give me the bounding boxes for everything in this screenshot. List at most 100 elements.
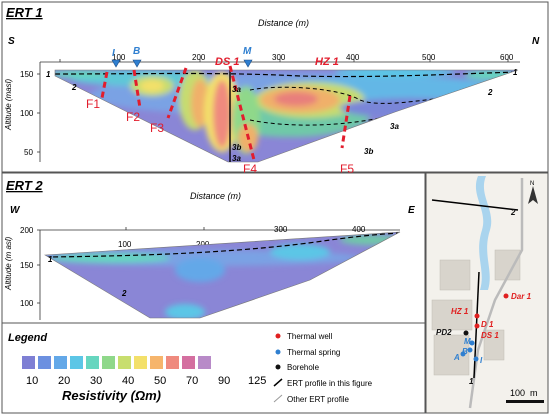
legend-tick-label: 70: [186, 375, 198, 387]
scale-unit: m: [530, 388, 538, 398]
ert1-fault-lines: [100, 65, 352, 161]
legend-panel: Legend 10 20 30 40 50 70 90 125 Resistivity (Ωm…: [1, 322, 426, 414]
ert2-title: ERT 2: [6, 178, 43, 193]
map-ert2-profile: [431, 199, 519, 211]
ert2-altitude-label: Altitude (m asl): [4, 236, 13, 291]
ert1-spring-markers: [111, 59, 253, 68]
ert2-ytick: 100: [20, 299, 34, 308]
legend-title: Legend: [8, 332, 47, 344]
ert1-xtick: 500: [422, 53, 436, 62]
legend-axis-title: Resistivity (Ωm): [62, 388, 161, 403]
ert1-unit-label: 3a: [390, 122, 399, 131]
ert1-marker-label: M: [243, 46, 252, 57]
ert1-section-outline: [54, 69, 519, 163]
ert1-ytick: 50: [24, 148, 33, 157]
ert2-dir-right: E: [408, 205, 415, 216]
thermal-well-symbol: [275, 333, 281, 339]
legend-swatch: [182, 356, 195, 369]
north-label: N: [530, 181, 534, 187]
map-legend-item: Borehole: [287, 363, 320, 372]
ert1-unit-label: 1: [46, 70, 51, 79]
scale-bar: [506, 400, 544, 403]
borehole-symbol: [275, 364, 281, 370]
ert1-unit-label: 3a: [232, 154, 241, 163]
ert2-xtick: 300: [274, 225, 288, 234]
ert2-ytick: 150: [20, 261, 34, 270]
legend-tick-label: 50: [154, 375, 166, 387]
ert1-altitude-label: Altitude (masl): [4, 79, 13, 131]
ert1-unit-label: 2: [71, 83, 77, 92]
map-label: DS 1: [481, 331, 499, 340]
location-map: Dar 1 HZ 1 D 1 DS 1 PD2 M B A I 1 2 N 10…: [425, 172, 549, 414]
ert1-panel: ERT 1 Distance (m) S N Altitude (masl) 1…: [1, 1, 549, 176]
scale-label: 100: [510, 388, 525, 398]
legend-tick-label: 30: [90, 375, 102, 387]
map-thermal-well: [474, 313, 480, 319]
ert1-axes: [37, 59, 520, 162]
map-label: D 1: [481, 320, 494, 329]
north-arrow-icon: [528, 186, 538, 204]
ert1-xtick: 200: [192, 53, 206, 62]
map-label: B: [462, 347, 468, 356]
ert1-unit-label: 3b: [232, 143, 241, 152]
ert1-dir-left: S: [8, 36, 15, 47]
map-legend-item: Thermal spring: [287, 348, 340, 357]
map-thermal-spring: [469, 340, 475, 346]
ert1-ytick: 100: [20, 109, 34, 118]
ert1-marker-label: I: [112, 48, 115, 59]
map-legend: Thermal well Thermal spring Borehole ERT…: [273, 332, 373, 404]
legend-swatch: [22, 356, 35, 369]
ert2-dir-left: W: [10, 205, 21, 216]
ert2-axes: [37, 227, 400, 320]
legend-swatch: [102, 356, 115, 369]
legend-swatch: [70, 356, 83, 369]
legend-tick-label: 40: [122, 375, 134, 387]
ert1-title: ERT 1: [6, 5, 43, 20]
map-thermal-well: [474, 323, 480, 329]
map-thermal-well: [503, 293, 509, 299]
ert1-xtick: 400: [346, 53, 360, 62]
ert1-unit-label: 1: [513, 68, 518, 77]
map-legend-item: Thermal well: [287, 332, 333, 341]
thermal-spring-symbol: [275, 349, 281, 355]
map-road: [468, 178, 524, 409]
legend-tick-label: 90: [218, 375, 230, 387]
map-thermal-spring: [473, 356, 479, 362]
ert1-distance-label: Distance (m): [258, 18, 309, 28]
map-label: A: [453, 353, 460, 362]
ert1-dir-right: N: [532, 36, 540, 47]
map-label: Dar 1: [511, 292, 532, 301]
legend-swatch: [166, 356, 179, 369]
map-legend-item: Other ERT profile: [287, 395, 350, 404]
map-thermal-spring: [460, 351, 466, 357]
legend-colorbar: [22, 356, 211, 369]
ert1-xtick: 600: [500, 53, 514, 62]
legend-swatch: [118, 356, 131, 369]
ert1-marker-label: B: [133, 46, 140, 57]
ert2-unit-label: 1: [48, 255, 53, 264]
ert1-marker-label: DS 1: [215, 56, 239, 68]
ert2-xtick: 400: [352, 225, 366, 234]
ert2-xtick: 100: [118, 240, 132, 249]
map-label: I: [480, 356, 483, 365]
ert1-ytick: 150: [20, 70, 34, 79]
legend-swatch: [86, 356, 99, 369]
legend-tick-label: 10: [26, 375, 38, 387]
ert2-unit-label: 2: [121, 289, 127, 298]
ert1-marker-label: HZ 1: [315, 56, 339, 68]
legend-ticks: 10 20 30 40 50 70 90 125: [26, 375, 266, 387]
ert1-fault-label: F3: [150, 121, 164, 135]
map-borehole: [463, 330, 469, 336]
legend-swatch: [54, 356, 67, 369]
ert2-section-outline: [44, 231, 401, 319]
ert2-distance-label: Distance (m): [190, 191, 241, 201]
ert1-fault-label: F1: [86, 97, 100, 111]
legend-tick-label: 20: [58, 375, 70, 387]
ert2-resistivity-section: [45, 232, 400, 318]
ert-profile-symbol: [273, 378, 283, 387]
ert1-fault-label: F2: [126, 110, 140, 124]
ert1-xtick: 100: [112, 53, 126, 62]
legend-swatch: [150, 356, 163, 369]
ert1-xtick: 300: [272, 53, 286, 62]
legend-swatch: [38, 356, 51, 369]
